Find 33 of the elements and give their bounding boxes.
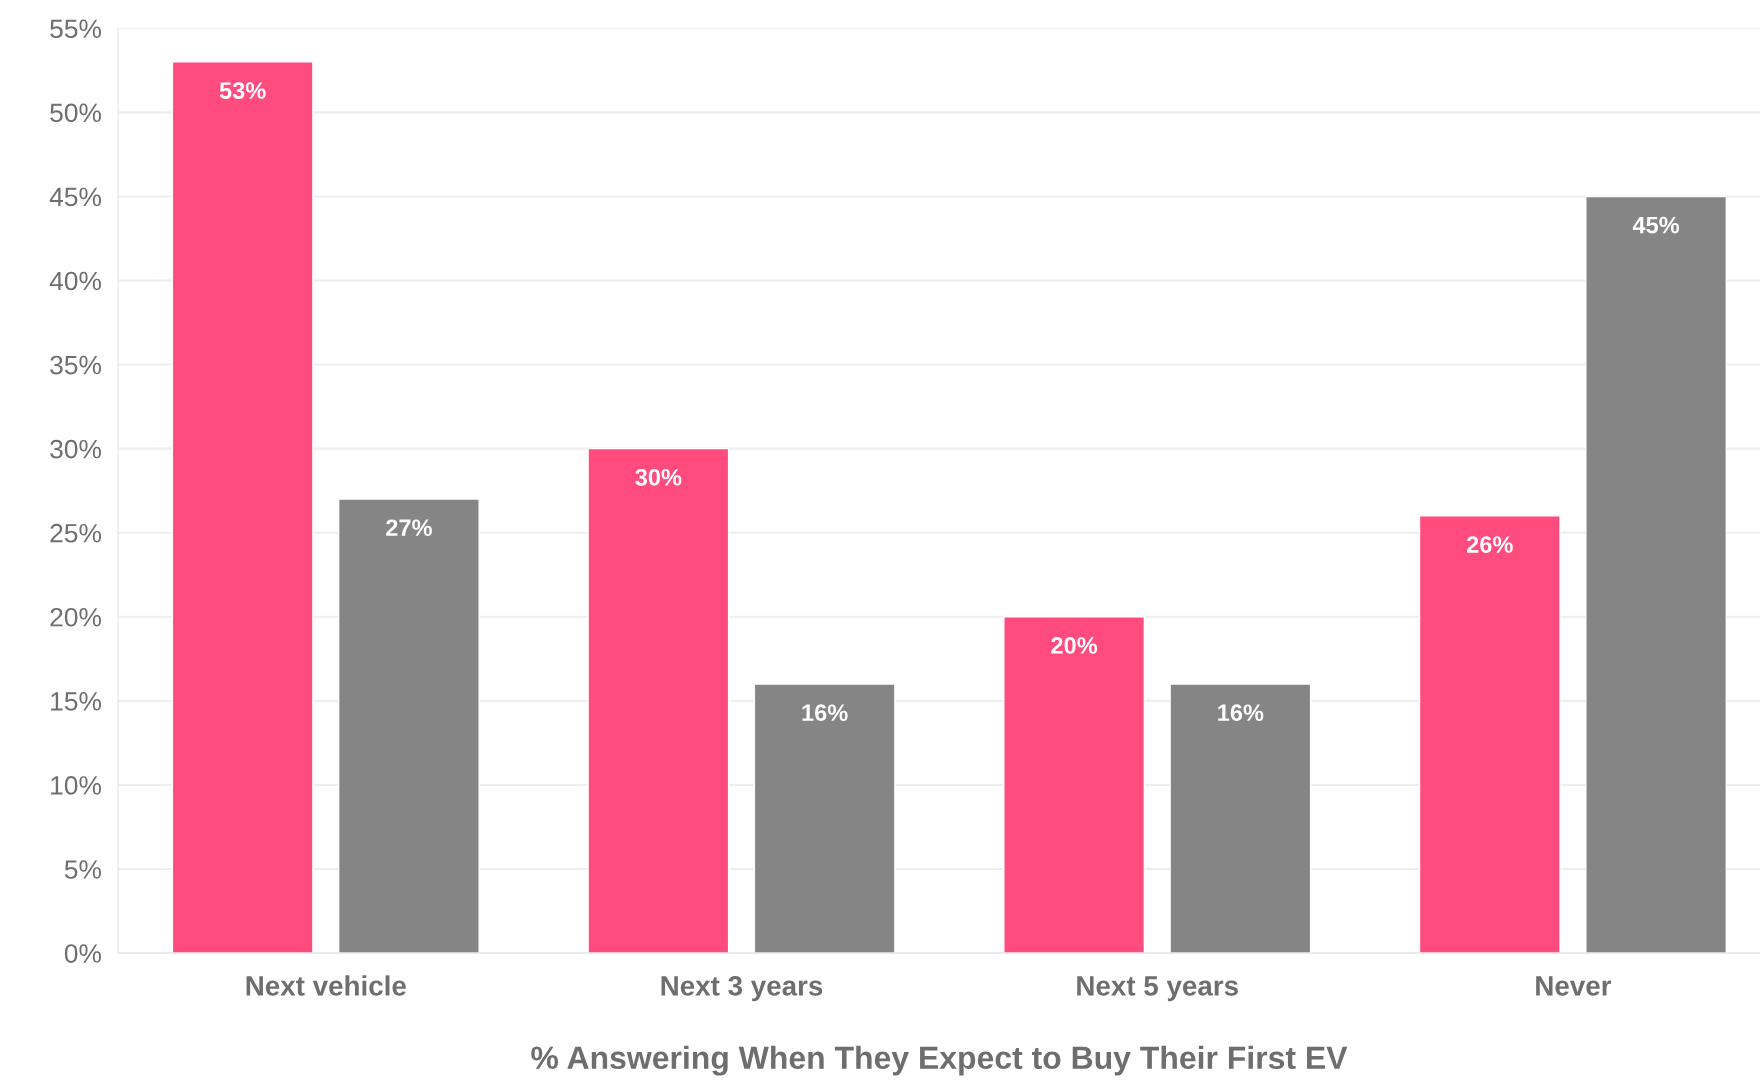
text: 53% (219, 82, 266, 99)
x-tick-label: Next 3 years (661, 976, 823, 1002)
bar (337, 498, 480, 954)
y-tick-label: 55% (50, 19, 102, 39)
y-tick-label: 10% (51, 776, 102, 795)
x-axis-title: % Answering When They Expect to Buy Their First EV (531, 1045, 1348, 1076)
y-tick-label: 35% (50, 355, 102, 375)
text: 27% (386, 519, 432, 537)
y-tick-label: 50% (50, 103, 102, 123)
text: 26% (1466, 536, 1513, 553)
text: 16% (802, 704, 848, 722)
text: 30% (635, 468, 682, 486)
bar (753, 683, 896, 954)
x-tick-label: Next vehicle (246, 975, 406, 996)
text: 20% (1051, 637, 1098, 654)
text: 45% (1632, 216, 1680, 234)
y-tick-label: 20% (50, 607, 102, 627)
y-tick-label: 25% (50, 523, 102, 543)
text: 16% (1218, 704, 1264, 722)
x-tick-label: Next 5 years (1077, 976, 1238, 1002)
y-tick-label: 0% (64, 944, 102, 963)
bar (171, 61, 314, 954)
y-tick-label: 15% (51, 692, 102, 711)
y-tick-label: 30% (50, 439, 102, 459)
y-tick-label: 40% (49, 271, 102, 291)
bar (587, 447, 730, 954)
bar (1003, 616, 1146, 954)
y-tick-label: 45% (49, 187, 102, 207)
y-tick-label: 5% (64, 860, 102, 879)
bar (1585, 195, 1728, 954)
bar (1418, 515, 1561, 954)
x-tick-label: Never (1536, 976, 1612, 996)
bar (1169, 683, 1312, 954)
